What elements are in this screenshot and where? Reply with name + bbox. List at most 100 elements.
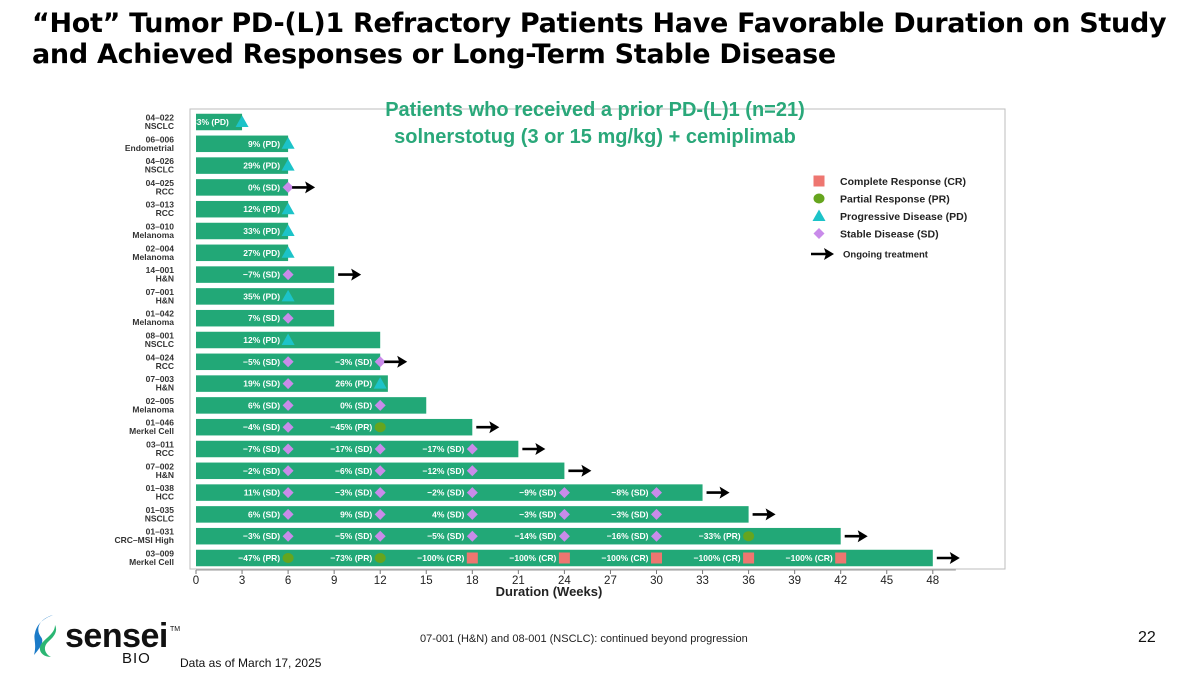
pd-marker (235, 115, 249, 127)
tumor-type: H&N (156, 383, 174, 393)
sd-marker (282, 421, 294, 433)
assessment-label: −3% (SD) (611, 509, 648, 519)
assessment-label: 0% (SD) (248, 182, 280, 192)
arrow-head (397, 355, 408, 368)
patient-id: 07–003 (146, 374, 175, 384)
sd-marker (282, 181, 294, 193)
x-tick-label: 0 (193, 575, 199, 587)
x-tick-label: 9 (331, 575, 337, 587)
tumor-type: Merkel Cell (129, 557, 174, 567)
sd-marker (374, 443, 386, 455)
assessment-label: −2% (SD) (427, 488, 464, 498)
assessment-label: 9% (SD) (340, 509, 372, 519)
assessment-label: −8% (SD) (611, 488, 648, 498)
duration-bar (196, 266, 335, 283)
pd-marker (373, 377, 387, 389)
assessment-label: −47% (PR) (238, 553, 280, 563)
assessment-label: 6% (SD) (248, 509, 280, 519)
cr-marker (813, 175, 825, 187)
assessment-label: −16% (SD) (607, 531, 649, 541)
sd-marker (374, 530, 386, 542)
assessment-label: −5% (SD) (335, 531, 372, 541)
ongoing-arrow (522, 443, 546, 455)
logo-bio: BIO (122, 650, 151, 667)
assessment-label: 33% (PD) (192, 117, 229, 127)
sd-marker (282, 312, 294, 324)
assessment-label: −33% (PR) (699, 531, 741, 541)
assessment-label: −100% (CR) (786, 553, 833, 563)
sd-marker (466, 530, 478, 542)
pd-marker (281, 246, 295, 258)
assessment-label: −2% (SD) (243, 466, 280, 476)
x-tick-label: 45 (880, 575, 893, 587)
assessment-label: 7% (SD) (248, 313, 280, 323)
pr-marker (813, 193, 825, 204)
sd-marker (651, 530, 662, 542)
tumor-type: Melanoma (132, 252, 174, 262)
cr-marker (651, 552, 662, 564)
sd-marker (282, 399, 294, 411)
sd-marker (651, 508, 662, 520)
pd-marker (281, 159, 295, 171)
assessment-label: −73% (PR) (330, 553, 372, 563)
assessment-label: −17% (SD) (330, 444, 372, 454)
sd-marker (466, 508, 478, 520)
cr-marker (558, 552, 570, 564)
patient-id: 04–024 (146, 352, 175, 362)
assessment-label: 27% (PD) (243, 248, 280, 258)
tumor-type: Melanoma (132, 230, 174, 240)
sd-marker (374, 399, 386, 411)
patient-id: 07–001 (146, 287, 175, 297)
assessment-label: −9% (SD) (519, 488, 556, 498)
duration-bar (196, 397, 427, 414)
slide-title: “Hot” Tumor PD-(L)1 Refractory Patients … (32, 8, 1167, 70)
patient-id: 01–035 (146, 505, 175, 515)
assessment-label: 33% (PD) (243, 226, 280, 236)
pd-marker (281, 224, 295, 236)
assessment-label: 19% (SD) (243, 379, 280, 389)
sd-marker (466, 443, 478, 455)
x-tick-label: 33 (696, 575, 709, 587)
arrow-head (824, 248, 834, 260)
arrow-head (305, 181, 316, 194)
patient-id: 04–022 (146, 113, 175, 123)
tumor-type: Melanoma (132, 404, 174, 414)
assessment-label: 26% (PD) (335, 379, 372, 389)
sd-marker (282, 487, 294, 499)
sd-marker (282, 378, 294, 390)
arrow-head (535, 443, 546, 455)
duration-bar (196, 244, 289, 262)
duration-bar (196, 157, 289, 174)
sd-marker (374, 465, 386, 477)
ongoing-arrow (568, 464, 592, 477)
tumor-type: H&N (156, 470, 174, 480)
ongoing-arrow (936, 552, 960, 564)
tumor-type: RCC (156, 186, 174, 196)
patient-id: 08–001 (146, 331, 175, 341)
x-tick-label: 3 (239, 575, 245, 587)
cr-marker (743, 552, 755, 564)
pr-marker (743, 531, 755, 542)
sd-marker (374, 508, 386, 520)
logo-wordmark: sensei (65, 617, 168, 655)
pd-marker (281, 202, 295, 215)
x-tick-label: 27 (604, 575, 617, 587)
tumor-type: CRC–MSI High (115, 535, 175, 545)
x-tick-label: 39 (788, 575, 801, 587)
patient-id: 03–010 (146, 222, 175, 232)
sd-marker (374, 487, 386, 499)
duration-bar (196, 179, 289, 196)
x-tick-label: 15 (420, 575, 433, 587)
legend-label: Ongoing treatment (843, 250, 929, 261)
pr-marker (282, 553, 294, 563)
x-tick-label: 6 (285, 575, 291, 587)
duration-bar (196, 309, 335, 327)
duration-bar (196, 200, 289, 218)
legend-ongoing-arrow (811, 248, 834, 260)
sensei-logo-icon (34, 615, 57, 657)
patient-id: 02–005 (146, 396, 175, 406)
arrow-head (489, 421, 500, 434)
sd-marker (282, 356, 294, 368)
legend-label: Progressive Disease (PD) (840, 211, 967, 223)
assessment-label: −12% (SD) (422, 466, 464, 476)
